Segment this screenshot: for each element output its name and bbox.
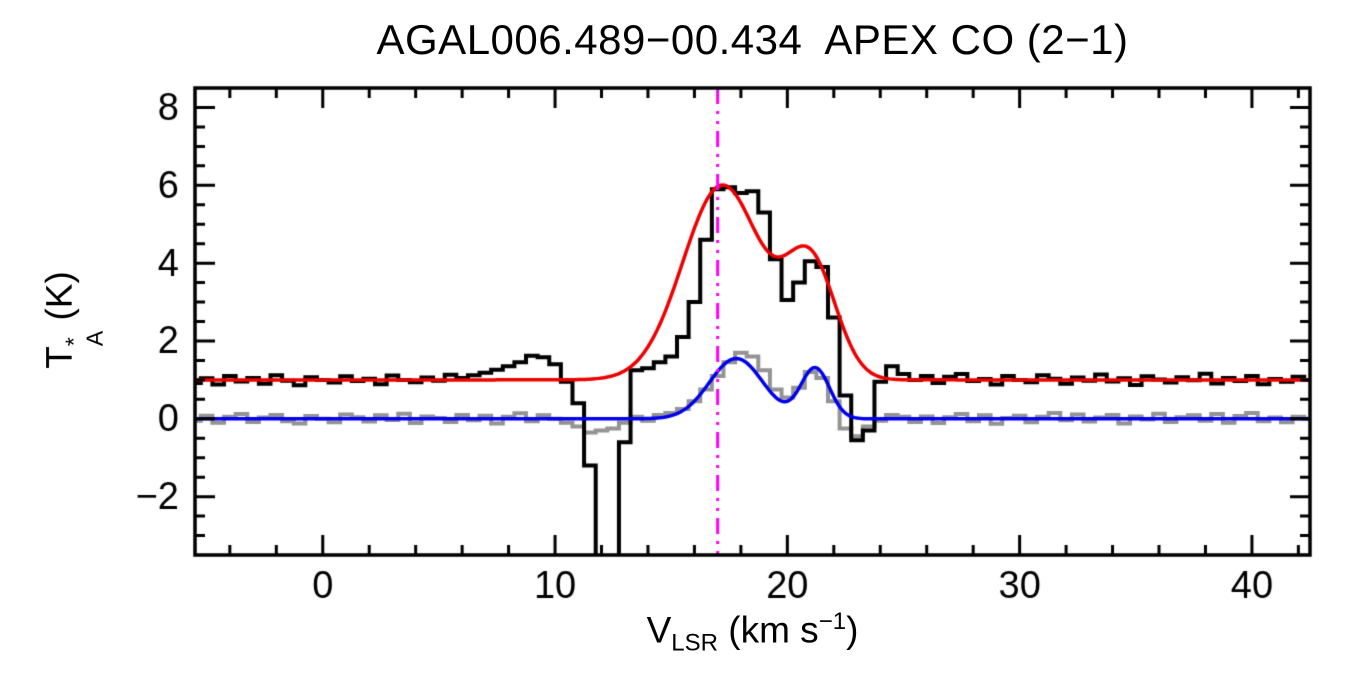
chart-title: AGAL006.489−00.434 APEX CO (2−1)	[376, 16, 1129, 63]
x-axis-title-sub: LSR	[671, 629, 718, 657]
y-axis-title: T * A (K)	[38, 271, 108, 369]
y-axis-title-unit: (K)	[38, 271, 80, 331]
y-axis-title-supsub: * A	[61, 330, 108, 347]
y-axis-title-sub: A	[81, 330, 108, 347]
x-axis-title-symbol: V	[646, 609, 672, 651]
x-axis-title-sup: −1	[818, 608, 847, 635]
x-axis-title-unit-pre: (km s	[717, 609, 819, 651]
x-axis-title-unit-post: )	[846, 609, 859, 651]
x-axis-title: VLSR (km s−1)	[195, 608, 1310, 658]
y-axis-title-symbol: T	[38, 346, 80, 369]
